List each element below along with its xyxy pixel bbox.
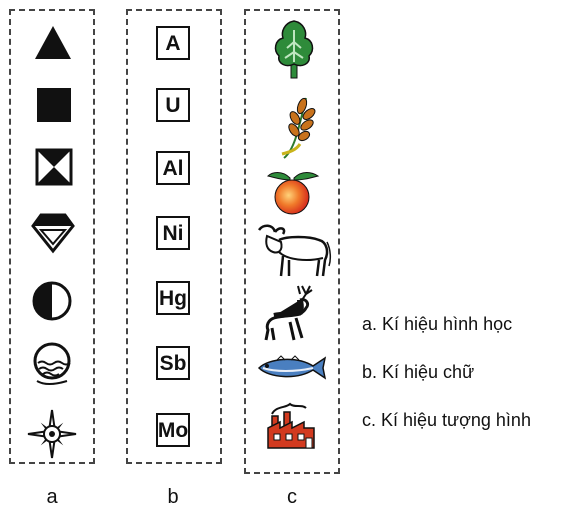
column-a-label: a: [46, 486, 58, 508]
water-circle-icon: [33, 342, 71, 385]
letter-symbol: U: [165, 93, 181, 117]
letter-symbol: Sb: [159, 351, 187, 375]
column-b-label: b: [167, 486, 179, 508]
deer-icon: [264, 285, 313, 341]
fish-icon: [257, 355, 327, 380]
diamond-icon: [31, 213, 75, 254]
column-b-letters: [126, 9, 222, 464]
column-a-geometric: [9, 9, 95, 464]
tree-icon: [274, 20, 314, 79]
letter-symbol-box: Al: [156, 151, 190, 185]
letter-symbol-box: Sb: [156, 346, 190, 380]
factory-icon: [267, 402, 315, 449]
fruit-icon: [267, 172, 320, 215]
square-icon: [37, 88, 71, 122]
letter-symbol-box: Ni: [156, 216, 190, 250]
letter-symbol: A: [165, 31, 181, 55]
letter-symbol-box: A: [156, 26, 190, 60]
letter-symbol: Ni: [162, 221, 184, 245]
wheat-icon: [281, 97, 316, 159]
letter-symbol: Mo: [157, 418, 189, 442]
letter-symbol-box: Mo: [156, 413, 190, 447]
triangle-icon: [35, 26, 71, 59]
half-circle-icon: [32, 281, 72, 321]
legend-item-geometric: a. Kí hiệu hình học: [362, 314, 513, 334]
hourglass-icon: [35, 148, 73, 186]
legend-item-pictorial: c. Kí hiệu tượng hình: [362, 410, 531, 430]
column-c-label: c: [287, 486, 297, 508]
legend-item-letters: b. Kí hiệu chữ: [362, 362, 475, 382]
letter-symbol: Al: [162, 156, 184, 180]
buffalo-icon: [257, 224, 332, 277]
letter-symbol: Hg: [159, 286, 187, 310]
column-c-pictorial: [244, 9, 340, 474]
compass-star-icon: [27, 409, 77, 459]
letter-symbol-box: U: [156, 88, 190, 122]
letter-symbol-box: Hg: [156, 281, 190, 315]
